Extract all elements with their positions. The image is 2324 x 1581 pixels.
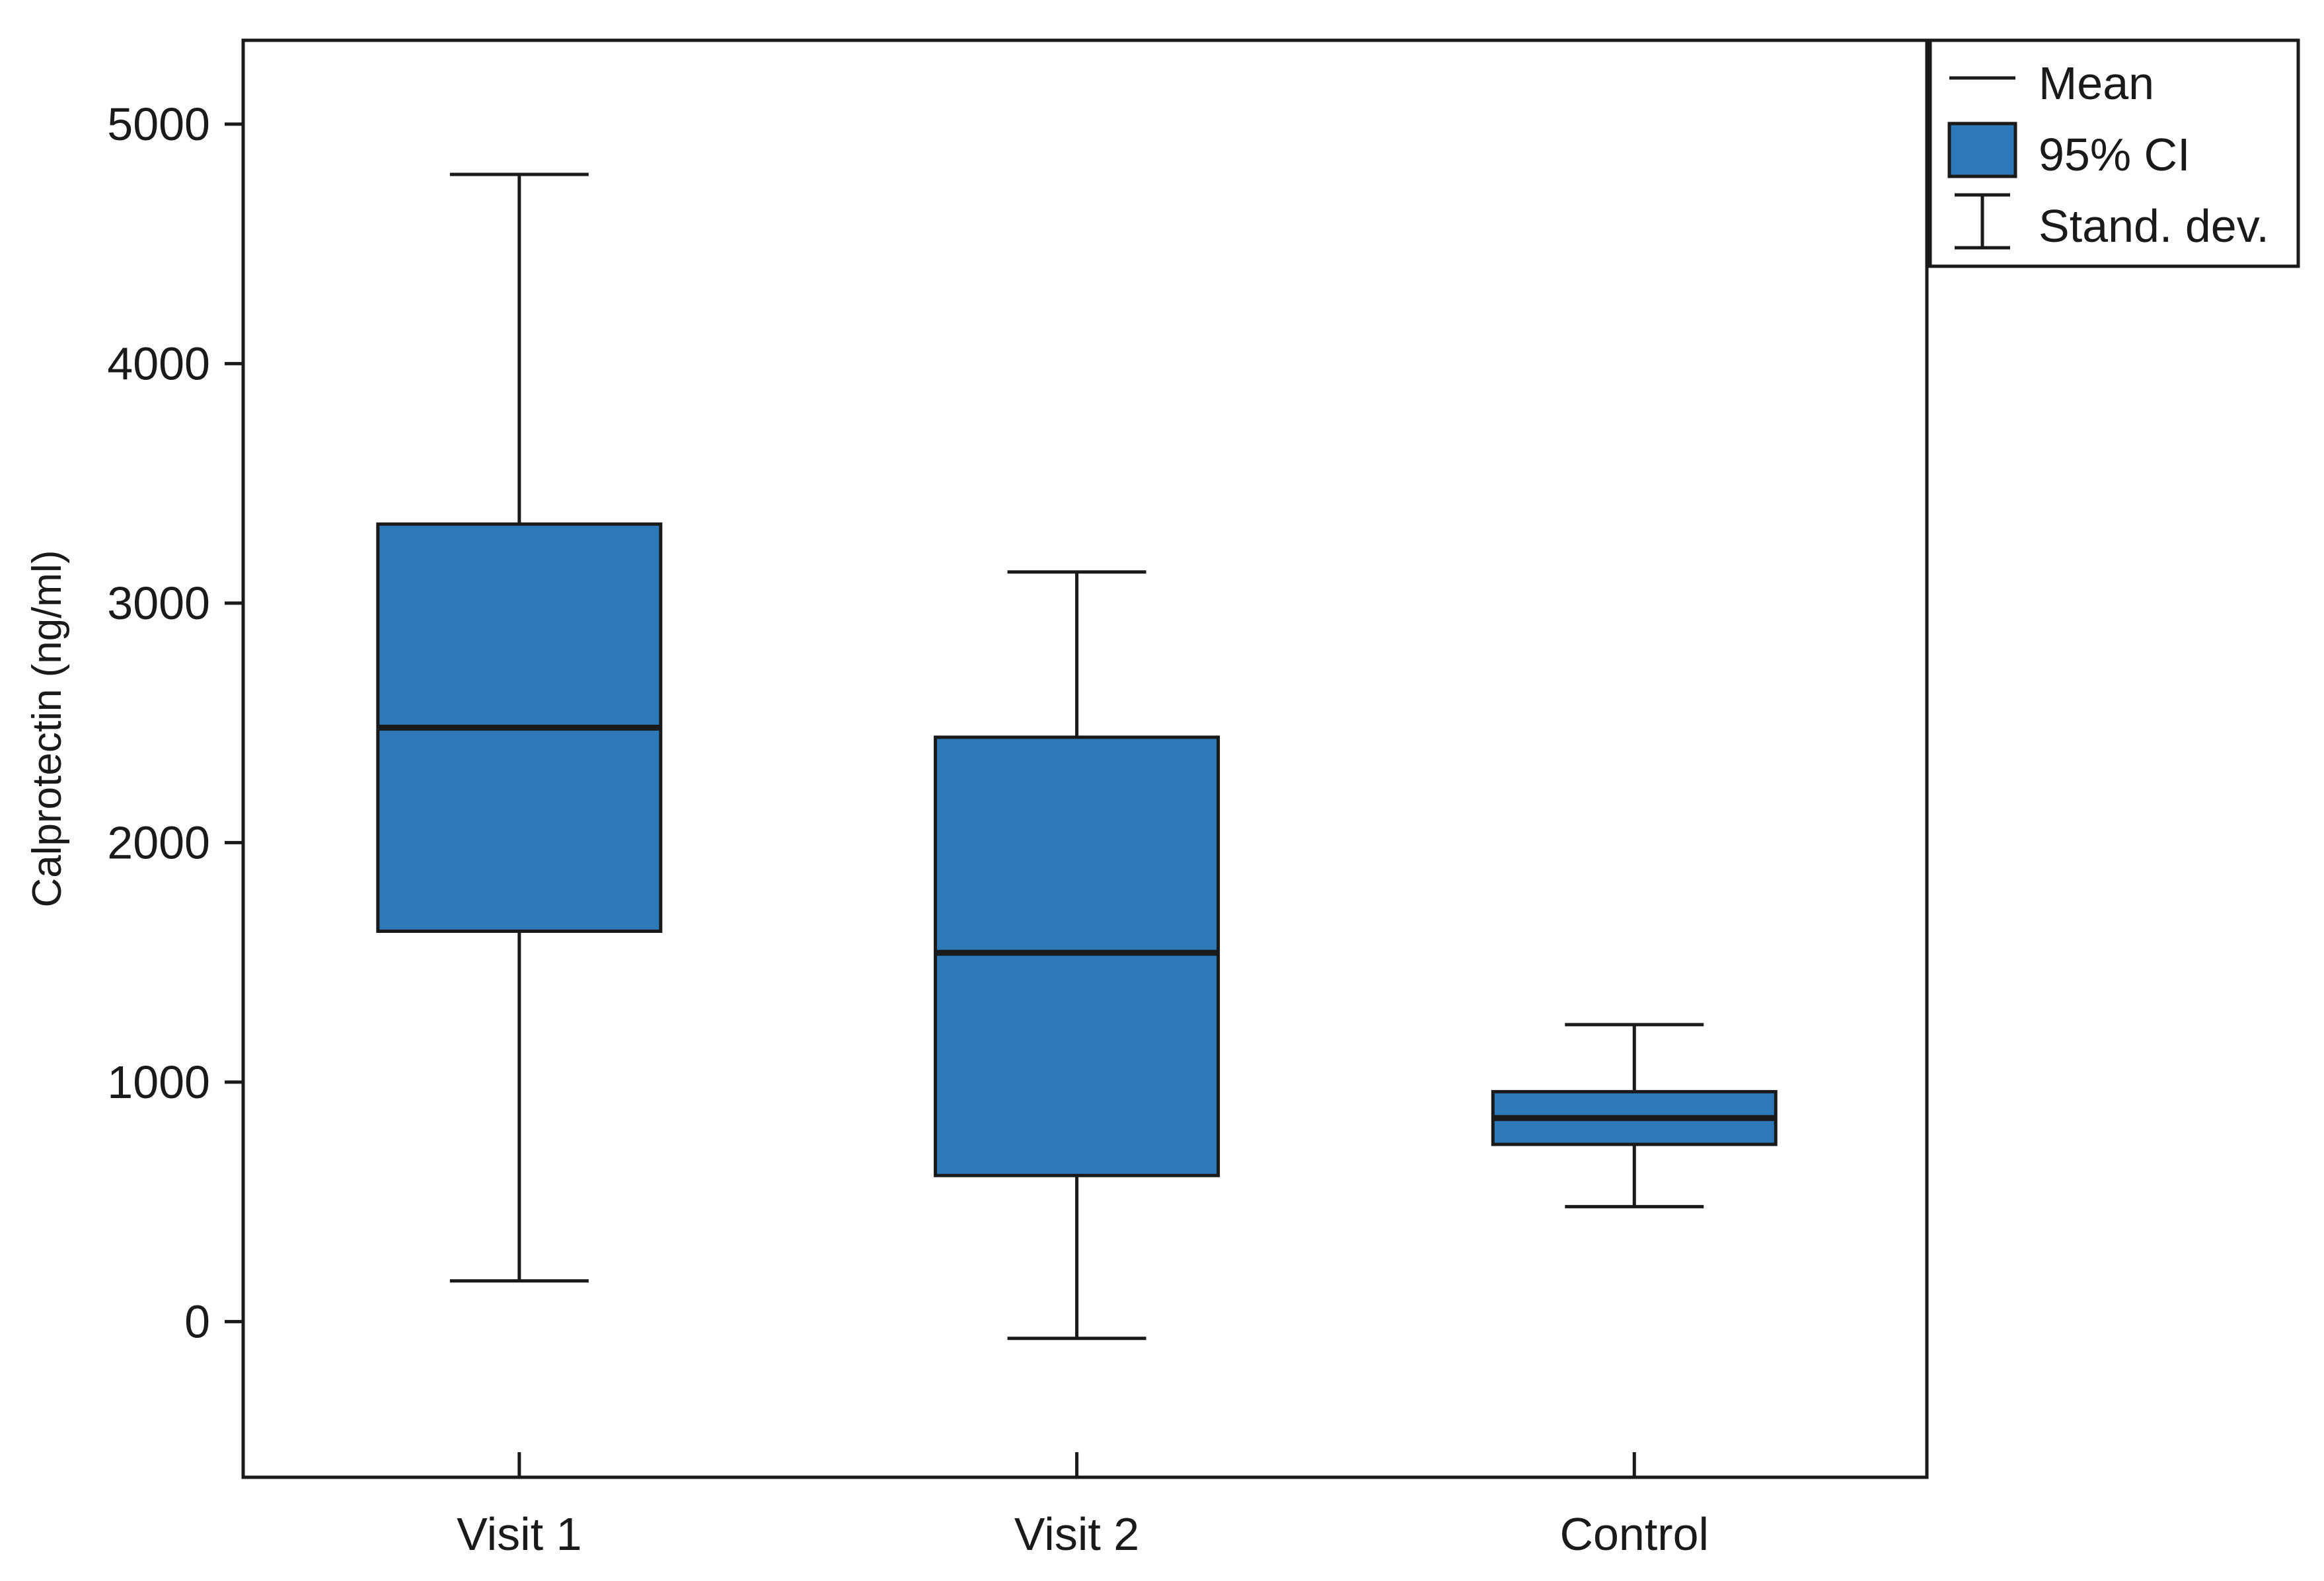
legend-ci-swatch	[1947, 122, 2017, 178]
box-plots	[376, 172, 1778, 1341]
y-tick-label: 4000	[107, 338, 210, 389]
x-tick-label: Visit 2	[1014, 1508, 1139, 1560]
x-tick-label: Control	[1559, 1508, 1709, 1560]
y-tick-label: 1000	[107, 1056, 210, 1108]
x-tick-label: Visit 1	[457, 1508, 581, 1560]
box-control	[1491, 1023, 1778, 1208]
legend-label-ci: 95% CI	[2039, 129, 2191, 180]
box-visit-2	[934, 570, 1220, 1341]
y-tick-label: 2000	[107, 817, 210, 868]
y-axis-title: Calprotectin (ng/ml)	[24, 550, 70, 908]
y-axis: 0 1000 2000 3000 4000 5000	[107, 98, 243, 1347]
y-tick-label: 3000	[107, 577, 210, 629]
box-visit-1	[376, 172, 663, 1283]
ci-box	[934, 735, 1220, 1177]
y-tick-label: 0	[184, 1296, 210, 1347]
x-axis: Visit 1 Visit 2 Control	[457, 1452, 1709, 1560]
y-tick-label: 5000	[107, 98, 210, 150]
plot-frame	[241, 38, 1929, 1479]
legend: Mean 95% CI Stand. dev.	[1928, 38, 2300, 268]
legend-label-mean: Mean	[2039, 57, 2154, 109]
legend-label-sd: Stand. dev.	[2039, 200, 2269, 252]
